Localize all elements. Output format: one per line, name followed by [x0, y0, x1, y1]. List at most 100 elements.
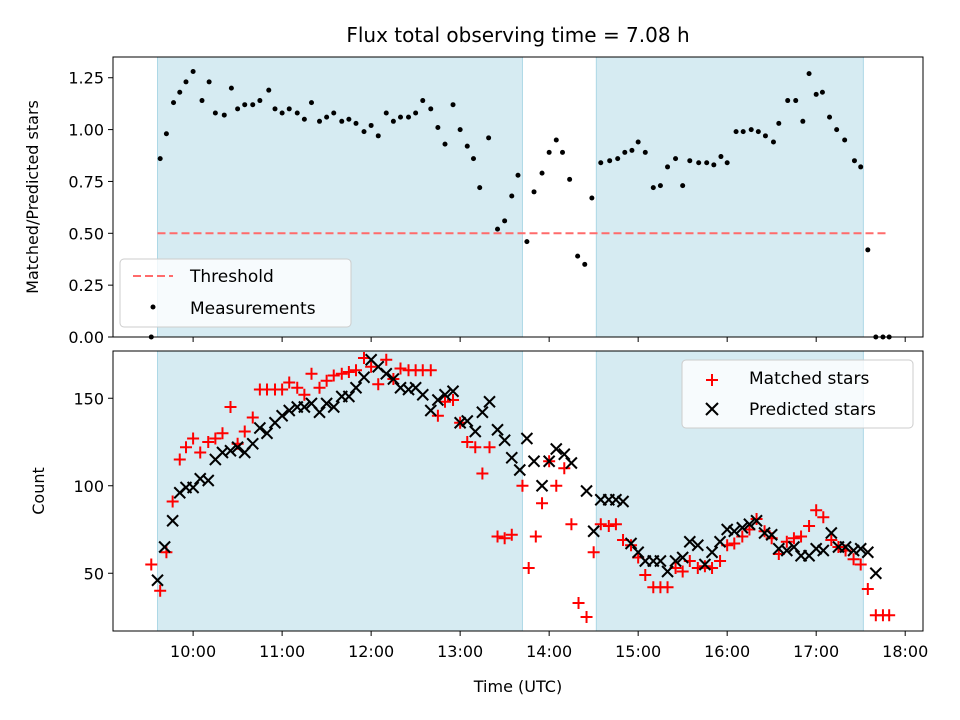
- predicted-stars-point: [616, 495, 630, 508]
- measurement-point: [435, 125, 441, 131]
- measurement-point: [524, 239, 530, 245]
- bottom-x-axis-label: Time (UTC): [473, 677, 562, 696]
- predicted-stars-point: [654, 554, 667, 568]
- bottom-x-tick-label: 11:00: [259, 642, 305, 661]
- matched-stars-point: [291, 381, 304, 394]
- predicted-stars-point: [476, 406, 489, 419]
- measurement-point: [539, 170, 545, 176]
- measurement-point: [413, 110, 419, 116]
- measurement-point: [793, 98, 799, 104]
- matched-stars-point: [431, 409, 444, 422]
- matched-stars-point: [166, 495, 179, 508]
- measurement-point: [163, 131, 169, 137]
- measurement-point: [515, 172, 521, 178]
- matched-stars-point: [625, 539, 638, 552]
- measurement-point: [704, 160, 710, 166]
- matched-stars-point: [202, 436, 215, 448]
- measurement-point: [183, 79, 189, 85]
- predicted-stars-point: [158, 540, 171, 554]
- predicted-stars-point: [542, 455, 556, 468]
- predicted-stars-point: [283, 404, 296, 417]
- bottom-x-tick-label: 15:00: [615, 642, 661, 661]
- legend-predicted-swatch: [705, 402, 719, 416]
- measurement-point: [615, 156, 621, 162]
- bottom-x-tick-label: 17:00: [793, 642, 839, 661]
- matched-stars-point: [313, 381, 326, 394]
- predicted-stars-point: [505, 451, 518, 464]
- measurement-point: [242, 102, 248, 108]
- predicted-stars-point: [787, 540, 801, 554]
- measurement-point: [221, 112, 227, 118]
- top-y-tick-label: 1.25: [68, 69, 104, 88]
- bottom-y-tick-label: 100: [73, 477, 104, 496]
- matched-stars-point: [536, 497, 549, 510]
- matched-stars-point: [825, 534, 838, 546]
- measurement-point: [375, 133, 381, 139]
- measurement-point: [177, 89, 183, 95]
- measurement-point: [687, 158, 693, 164]
- matched-stars-point: [676, 565, 689, 578]
- matched-stars-point: [224, 401, 237, 413]
- matched-stars-point: [550, 479, 563, 492]
- predicted-stars-point: [513, 463, 526, 477]
- measurement-point: [680, 183, 686, 189]
- measurement-point: [398, 114, 404, 120]
- matched-stars-point: [380, 353, 393, 366]
- measurement-point: [560, 149, 566, 155]
- measurement-point: [582, 261, 588, 267]
- matched-stars-point: [209, 432, 222, 445]
- measurement-point: [598, 160, 604, 166]
- legend-threshold-label: Threshold: [189, 267, 274, 287]
- matched-stars-point: [594, 518, 607, 531]
- matched-stars-point: [498, 532, 511, 545]
- measurement-point: [673, 156, 679, 162]
- bottom-y-tick-label: 150: [73, 389, 104, 408]
- predicted-stars-point: [453, 416, 467, 429]
- predicted-stars-point: [736, 521, 749, 534]
- predicted-stars-point: [491, 423, 504, 436]
- predicted-stars-point: [231, 441, 244, 454]
- predicted-stars-point: [416, 388, 429, 401]
- legend-measurements-swatch: [150, 304, 156, 310]
- matched-stars-point: [803, 520, 816, 532]
- bottom-x-tick-label: 14:00: [526, 642, 572, 661]
- predicted-stars-point: [854, 542, 867, 555]
- matched-stars-point: [750, 513, 763, 525]
- predicted-stars-point: [698, 558, 712, 571]
- predicted-stars-point: [713, 535, 727, 548]
- predicted-stars-point: [431, 393, 445, 407]
- measurement-point: [257, 98, 263, 104]
- top-x-ticks: [192, 337, 906, 342]
- measurement-point: [806, 71, 812, 77]
- measurement-point: [733, 129, 739, 135]
- matched-stars-point: [780, 535, 793, 548]
- bottom-x-tick-label: 13:00: [437, 642, 483, 661]
- measurement-point: [642, 149, 648, 155]
- matched-stars-point: [179, 441, 192, 454]
- top-y-axis-label: Matched/Predicted stars: [23, 100, 42, 294]
- predicted-stars-point: [825, 526, 838, 540]
- measurement-point: [301, 116, 307, 122]
- measurement-point: [346, 116, 352, 122]
- bottom-y-ticks: 50 100 150: [73, 389, 113, 583]
- measurement-point: [199, 98, 205, 104]
- top-y-tick-label: 1.00: [68, 121, 104, 140]
- bottom-x-ticks: 10:00 11:00 12:00 13:00 14:00 15:00 16:00 17:00…: [170, 631, 928, 661]
- bottom-x-tick-label: 18:00: [882, 642, 928, 661]
- predicted-stars-point: [691, 539, 705, 552]
- matched-stars-point: [335, 367, 348, 380]
- matched-stars-point: [609, 518, 622, 531]
- matched-stars-point: [861, 583, 874, 595]
- measurement-point: [827, 114, 833, 120]
- predicted-stars-point: [313, 406, 326, 419]
- measurement-point: [575, 253, 581, 259]
- predicted-stars-point: [224, 444, 237, 457]
- measurement-point: [286, 106, 292, 112]
- measurement-point: [748, 127, 754, 133]
- predicted-stars-point: [535, 479, 549, 492]
- predicted-stars-point: [817, 544, 830, 557]
- predicted-stars-point: [720, 523, 734, 536]
- predicted-stars-point: [246, 437, 259, 450]
- predicted-stars-point: [609, 493, 623, 506]
- panel-top-ratio: 0.00 0.25 0.50 0.75 1.00 1.25 Flux total obse…: [23, 23, 924, 347]
